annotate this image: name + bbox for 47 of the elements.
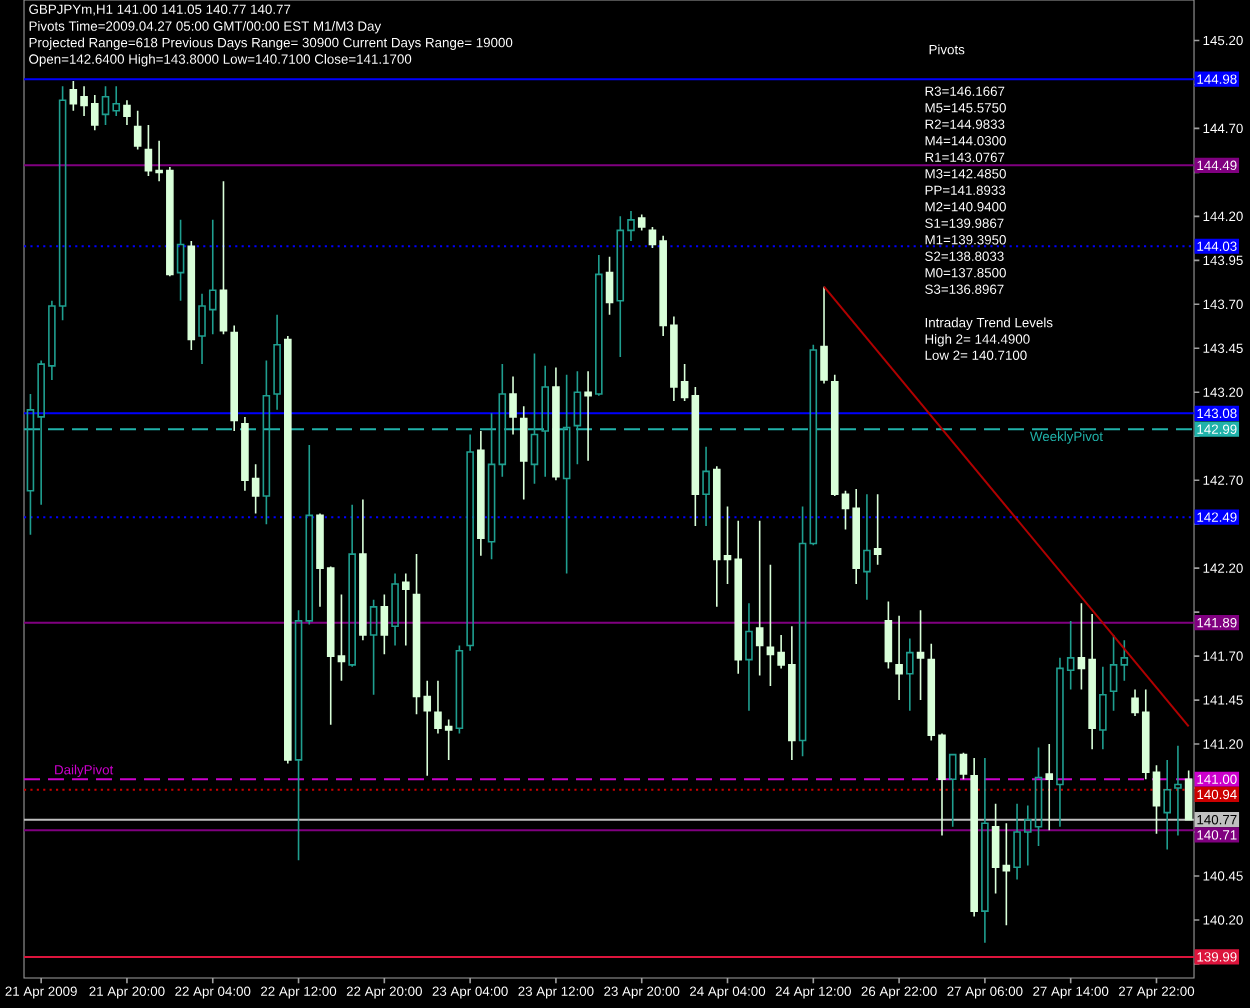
candlestick [906, 637, 914, 712]
candlestick [637, 213, 646, 232]
candlestick [1174, 745, 1182, 837]
candlestick [584, 370, 592, 462]
candlestick [487, 412, 496, 561]
candlestick [873, 493, 882, 566]
candlestick [970, 757, 978, 918]
candlestick [895, 614, 903, 701]
candlestick [820, 285, 828, 385]
candlestick [755, 519, 764, 677]
candlestick [262, 359, 271, 525]
candlestick [562, 373, 571, 575]
candlestick [509, 375, 517, 436]
candlestick [466, 433, 474, 652]
candlestick [948, 753, 957, 828]
candlestick [981, 757, 989, 944]
candlestick [176, 219, 185, 302]
candlestick [284, 335, 292, 765]
candlestick [401, 572, 410, 647]
candlestick [348, 504, 356, 668]
candlestick [541, 365, 549, 478]
candlestick [359, 498, 367, 642]
candlestick [391, 572, 399, 647]
candlestick [477, 430, 485, 557]
candlestick [745, 602, 753, 712]
candlestick [230, 324, 238, 432]
candlestick [187, 240, 196, 351]
candlestick [219, 180, 228, 335]
candlestick [1045, 743, 1054, 832]
candlestick [273, 314, 281, 411]
candlestick [1002, 822, 1011, 927]
candlestick [552, 366, 560, 481]
candlestick [455, 644, 464, 735]
candlestick [498, 363, 507, 478]
candlestick [123, 99, 131, 126]
candlestick [916, 609, 925, 701]
candlestick [1163, 759, 1172, 851]
candlestick [863, 493, 871, 601]
candlestick [798, 505, 807, 758]
candlestick [1099, 665, 1107, 751]
candlestick [595, 254, 603, 397]
candlestick [573, 370, 582, 466]
candlestick [809, 343, 818, 547]
candlestick [369, 599, 378, 696]
candlestick [702, 445, 710, 527]
candlestick [519, 405, 528, 501]
candlestick [530, 352, 539, 485]
